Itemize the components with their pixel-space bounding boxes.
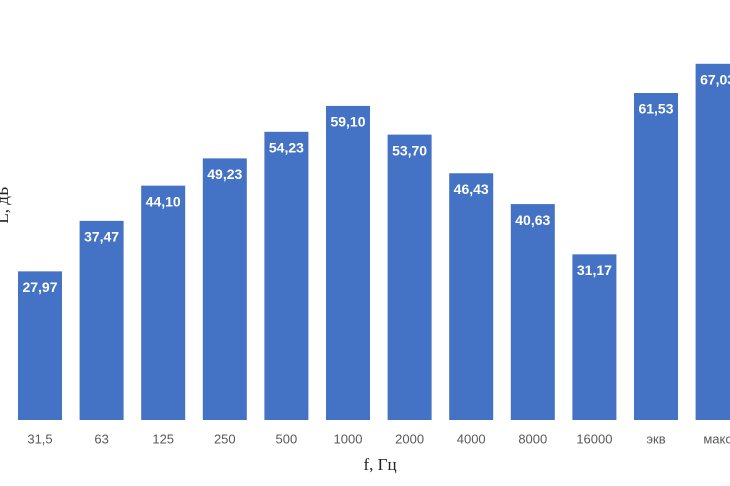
x-tick-label: 2000: [395, 431, 424, 446]
bar: [510, 204, 555, 420]
bar: [264, 131, 309, 421]
bar: [572, 254, 617, 420]
y-axis-title: L, дБ: [0, 186, 12, 223]
x-tick-label: макс: [703, 431, 730, 446]
bar: [202, 158, 247, 420]
value-label: 59,10: [330, 114, 365, 130]
x-tick-label: 1000: [334, 431, 363, 446]
value-label: 37,47: [84, 229, 119, 245]
value-label: 31,17: [577, 262, 612, 278]
bar: [326, 105, 370, 420]
value-label: 27,97: [22, 279, 57, 295]
x-tick-label: 125: [152, 431, 174, 446]
value-label: 44,10: [146, 193, 181, 209]
x-tick-label: 31,5: [27, 431, 52, 446]
value-label: 53,70: [392, 142, 427, 158]
x-axis-title: f, Гц: [363, 455, 396, 474]
bar: [695, 63, 730, 421]
value-label: 40,63: [515, 212, 550, 228]
bar: [141, 185, 186, 420]
bar: [449, 173, 494, 420]
x-tick-label: экв: [646, 431, 665, 446]
value-label: 46,43: [454, 181, 489, 197]
value-label: 49,23: [207, 166, 242, 182]
x-tick-label: 500: [276, 431, 298, 446]
x-tick-label: 63: [94, 431, 108, 446]
x-tick-label: 16000: [576, 431, 612, 446]
value-label: 61,53: [638, 101, 673, 117]
bar: [18, 271, 62, 420]
x-tick-label: 4000: [457, 431, 486, 446]
value-label: 67,03: [700, 71, 730, 87]
bar: [387, 134, 432, 420]
value-label: 54,23: [269, 140, 304, 156]
x-tick-label: 8000: [518, 431, 547, 446]
bar: [634, 93, 678, 421]
x-tick-label: 250: [214, 431, 236, 446]
bar: [79, 220, 124, 420]
